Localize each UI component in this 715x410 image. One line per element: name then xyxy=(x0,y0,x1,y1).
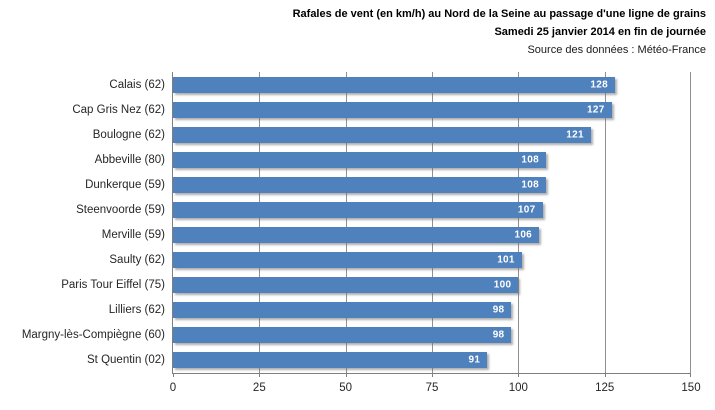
gridline xyxy=(690,72,691,373)
chart-source: Source des données : Météo-France xyxy=(527,44,706,56)
data-label: 98 xyxy=(492,329,505,341)
category-axis: Calais (62) Cap Gris Nez (62) Boulogne (62… xyxy=(0,72,165,373)
x-tick-label: 0 xyxy=(169,382,177,394)
x-tick-label: 25 xyxy=(252,382,266,394)
x-tick-label: 75 xyxy=(425,382,439,394)
gridline xyxy=(604,72,606,373)
x-tick-label: 125 xyxy=(595,382,615,394)
category-label: Paris Tour Eiffel (75) xyxy=(61,279,165,292)
data-label: 98 xyxy=(492,304,505,316)
x-tick-label: 50 xyxy=(339,382,353,394)
data-label: 108 xyxy=(521,154,539,166)
gridline xyxy=(518,72,520,373)
data-label: 101 xyxy=(497,254,515,266)
x-axis-tick xyxy=(345,373,347,377)
bar: 108 xyxy=(173,176,546,193)
x-axis-tick xyxy=(518,373,520,377)
category-label: Margny-lès-Compiègne (60) xyxy=(21,329,165,342)
data-label: 121 xyxy=(566,129,584,141)
bar: 128 xyxy=(173,76,616,93)
category-label: Calais (62) xyxy=(109,78,165,91)
x-axis-tick xyxy=(173,373,174,377)
x-axis-tick xyxy=(259,373,261,377)
data-label: 100 xyxy=(493,279,512,291)
data-label: 107 xyxy=(517,204,536,216)
bar: 100 xyxy=(173,277,519,294)
category-label: Steenvoorde (59) xyxy=(76,203,165,216)
category-label: Cap Gris Nez (62) xyxy=(72,103,165,116)
data-label: 108 xyxy=(521,179,539,191)
chart-subtitle: Samedi 25 janvier 2014 en fin de journée xyxy=(494,26,706,38)
category-label: Lilliers (62) xyxy=(108,304,165,317)
bar: 98 xyxy=(173,302,512,319)
bar: 107 xyxy=(173,201,543,218)
bar: 106 xyxy=(173,227,540,244)
category-label: Abbeville (80) xyxy=(94,153,165,166)
bar: 91 xyxy=(173,352,488,369)
plot-area: 0 25 50 75 100 125 150 128 127 121 108 108 107 106 101… xyxy=(170,72,701,394)
chart-title: Rafales de vent (en km/h) au Nord de la … xyxy=(292,8,706,20)
category-label: Saulty (62) xyxy=(109,254,165,267)
category-label: Dunkerque (59) xyxy=(85,178,165,191)
category-label: Merville (59) xyxy=(101,229,165,242)
data-label: 128 xyxy=(590,79,609,91)
data-label: 91 xyxy=(468,354,481,366)
bar: 127 xyxy=(173,101,612,118)
x-axis-tick xyxy=(604,373,606,377)
gridline xyxy=(345,72,347,373)
x-axis-tick xyxy=(690,373,691,377)
gridline xyxy=(259,72,261,373)
category-label: Boulogne (62) xyxy=(92,128,165,141)
chart-title-block: Rafales de vent (en km/h) au Nord de la … xyxy=(293,5,706,59)
bar: 98 xyxy=(173,327,512,344)
category-label: St Quentin (02) xyxy=(87,354,165,367)
bar: 108 xyxy=(173,151,546,168)
data-label: 127 xyxy=(586,104,605,116)
x-tick-label: 100 xyxy=(508,382,528,394)
gridline xyxy=(432,72,433,373)
data-label: 106 xyxy=(514,229,533,241)
bar: 101 xyxy=(173,252,522,269)
x-axis-tick xyxy=(432,373,433,377)
x-tick-label: 150 xyxy=(681,382,701,394)
bar: 121 xyxy=(173,126,591,143)
